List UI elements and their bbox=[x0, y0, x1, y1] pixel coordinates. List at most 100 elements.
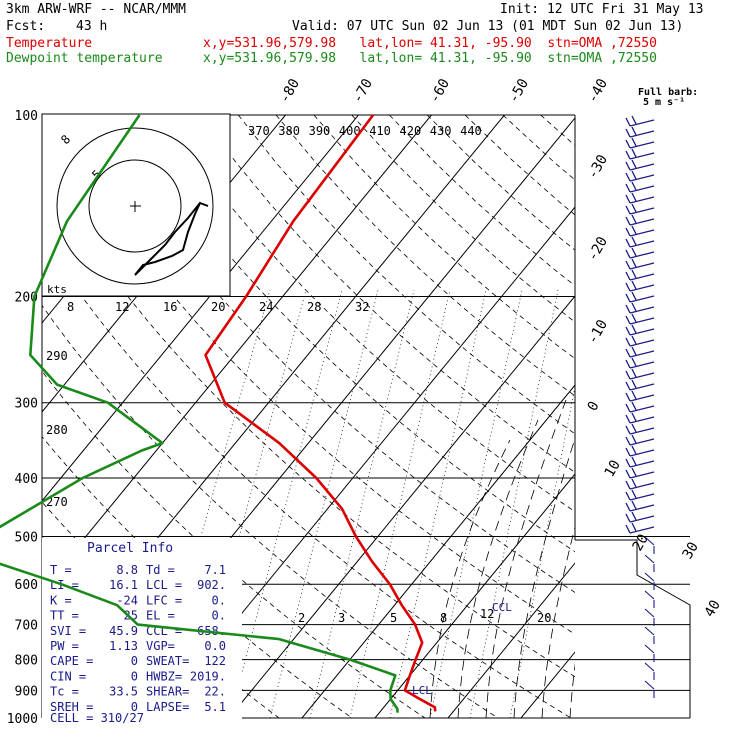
parcel-row-value: 25 bbox=[124, 609, 138, 623]
mixing-ratio-line bbox=[429, 289, 523, 718]
wind-barb bbox=[625, 379, 655, 391]
parcel-row-label: PW = bbox=[50, 639, 79, 653]
wind-barb bbox=[625, 170, 655, 182]
wind-barb bbox=[625, 225, 655, 237]
isotherm-line bbox=[594, 115, 740, 718]
wind-barb bbox=[625, 159, 655, 171]
wind-barb bbox=[625, 181, 655, 193]
pressure-label: 800 bbox=[15, 654, 38, 669]
temperature-tick-label: -40 bbox=[585, 76, 612, 106]
annotations: Full barb: 5 m s⁻¹ LCL CCL bbox=[412, 87, 698, 697]
wind-barb bbox=[625, 115, 655, 127]
pressure-label: 600 bbox=[15, 578, 38, 593]
mixing-ratio-label: 5 bbox=[390, 611, 397, 625]
parcel-info-title: Parcel Info bbox=[87, 541, 173, 556]
pressure-label: 500 bbox=[15, 530, 38, 545]
temperature-tick-label: 0 bbox=[585, 399, 603, 414]
wind-barb bbox=[625, 357, 655, 369]
temperature-profile bbox=[204, 114, 437, 712]
parcel-row-value: 0 bbox=[131, 700, 138, 714]
temperature-tick-label: -80 bbox=[277, 76, 304, 106]
wind-barbs bbox=[625, 115, 655, 698]
temperature-tick-label: 40 bbox=[702, 597, 724, 620]
wind-barb bbox=[644, 680, 655, 690]
parcel-row-label: CIN = bbox=[50, 669, 86, 683]
valid-time: Valid: 07 UTC Sun 02 Jun 13 (01 MDT Sun … bbox=[292, 19, 684, 34]
parcel-info-panel: Parcel Info T = 8.8 Td = 7.1LI = 16.1 LCL = 90… bbox=[42, 538, 242, 736]
barb-legend-line2: 5 m s⁻¹ bbox=[643, 97, 685, 108]
parcel-row-label: T = bbox=[50, 563, 72, 577]
wind-barb bbox=[625, 445, 655, 457]
mixing-ratio-label: 3 bbox=[338, 611, 345, 625]
mixing-ratio-label: 12 bbox=[115, 300, 129, 314]
wind-barb bbox=[625, 522, 655, 534]
wind-barb bbox=[625, 203, 655, 215]
moist-adiabat-line bbox=[485, 399, 567, 718]
theta-label: 390 bbox=[309, 124, 331, 138]
dry-adiabat-line bbox=[502, 115, 575, 181]
parcel-row-label: LFC = bbox=[146, 593, 182, 607]
wind-barb bbox=[625, 258, 655, 270]
isotherm-line bbox=[667, 115, 740, 718]
hodograph: 8 5 kts bbox=[41, 113, 231, 297]
parcel-row-label: VGP= bbox=[146, 639, 175, 653]
dry-adiabat-line bbox=[86, 115, 575, 593]
mixing-ratio-label: 24 bbox=[259, 300, 273, 314]
wind-barb bbox=[625, 269, 655, 281]
isotherm-line bbox=[520, 651, 575, 718]
pressure-label: 300 bbox=[15, 397, 38, 412]
parcel-row-label: SVI = bbox=[50, 624, 86, 638]
wind-barb bbox=[644, 626, 655, 636]
lcl-label: LCL bbox=[412, 684, 432, 697]
parcel-row-value: 5.1 bbox=[204, 700, 226, 714]
dry-adiabat-line bbox=[237, 115, 575, 435]
wind-barb bbox=[625, 511, 655, 523]
dry-adiabat-line bbox=[464, 115, 575, 216]
mixing-ratio-line bbox=[469, 289, 559, 718]
mixing-ratio-label: 20 bbox=[537, 611, 551, 625]
parcel-row-label: SREH = bbox=[50, 700, 93, 714]
mixing-ratio-label: 28 bbox=[307, 300, 321, 314]
parcel-row-label: K = bbox=[50, 593, 72, 607]
wind-barb bbox=[644, 572, 655, 582]
wind-barb bbox=[625, 467, 655, 479]
wind-barb bbox=[625, 214, 655, 226]
mixing-ratio-line bbox=[229, 289, 343, 718]
theta-label: 410 bbox=[369, 124, 391, 138]
wind-barb bbox=[625, 456, 655, 468]
moist-adiabat-line bbox=[513, 437, 575, 718]
wind-barb bbox=[625, 478, 655, 490]
parcel-row-value: 0.0 bbox=[204, 639, 226, 653]
theta-label: 380 bbox=[278, 124, 300, 138]
theta-label: 430 bbox=[430, 124, 452, 138]
theta-label: 440 bbox=[460, 124, 482, 138]
mixing-ratio-label: 8 bbox=[440, 611, 447, 625]
wind-barb bbox=[625, 137, 655, 149]
wind-barb bbox=[625, 291, 655, 303]
dry-adiabat-line bbox=[389, 115, 575, 287]
wind-barb bbox=[625, 302, 655, 314]
parcel-row-label: LCL = bbox=[146, 578, 182, 592]
moist-adiabat-line bbox=[569, 662, 575, 718]
parcel-row-value: 902. bbox=[197, 578, 226, 592]
parcel-row-value: 0. bbox=[212, 593, 226, 607]
parcel-row-value: 1.13 bbox=[109, 639, 138, 653]
isotherm-line bbox=[42, 115, 432, 591]
wind-barb bbox=[625, 236, 655, 248]
dry-adiabat-line bbox=[42, 304, 499, 718]
parcel-row-label: TT = bbox=[50, 609, 79, 623]
dry-adiabat-line bbox=[578, 115, 740, 718]
mixing-ratio-line bbox=[509, 384, 575, 718]
mixing-ratio-line bbox=[309, 289, 415, 718]
temperature-tick-label: 30 bbox=[680, 539, 702, 562]
wind-barb bbox=[625, 313, 655, 325]
parcel-row-label: Tc = bbox=[50, 685, 79, 699]
wind-barb bbox=[625, 423, 655, 435]
temperature-tick-label: 20 bbox=[630, 531, 652, 554]
temperature-legend: Temperature bbox=[6, 36, 93, 51]
dry-adiabat-line bbox=[275, 115, 575, 397]
hodograph-trace bbox=[134, 201, 209, 276]
temperature-tick-label: -50 bbox=[506, 76, 533, 106]
parcel-row-label: SWEAT= bbox=[146, 654, 189, 668]
